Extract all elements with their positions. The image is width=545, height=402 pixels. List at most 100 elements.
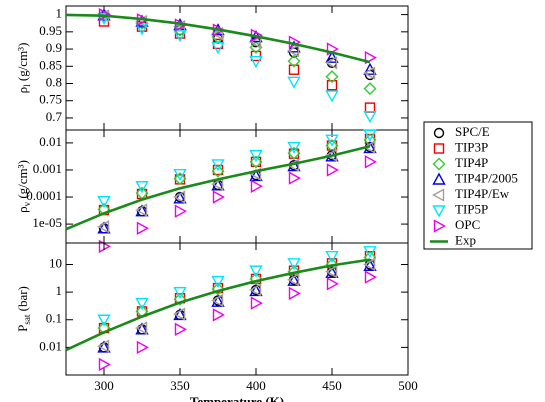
point [249,155,263,169]
point [249,284,263,297]
point [97,340,111,353]
legend-label: TIP3P [455,139,488,154]
legend-label: TIP5P [455,201,488,216]
point [97,339,110,353]
point [135,204,149,217]
y-tick-label: 1 [56,283,63,298]
y-axis-sub: sat [22,314,32,324]
point [173,307,187,321]
point [97,196,111,209]
y-tick-label: 0.01 [39,338,62,353]
point [287,141,301,155]
point [325,134,339,147]
y-axis-title: ρl (g/cm³) [15,43,32,94]
point [326,277,339,291]
point [249,150,263,163]
y-tick-label: 0.0001 [26,188,62,203]
y-axis-symbol: ρ [15,87,30,94]
point [249,265,263,278]
point [287,273,301,286]
point [135,23,149,36]
point [173,30,187,43]
y-tick-label: 0.01 [39,134,62,149]
point [249,35,262,49]
y-axis-unit: (bar) [15,286,30,315]
x-tick-label: 300 [94,378,114,393]
point [211,164,225,178]
point [287,54,301,68]
point [211,293,224,308]
legend-label: OPC [455,217,480,232]
point [135,321,148,335]
point [363,66,376,80]
point [250,156,262,168]
point [287,258,301,271]
point [326,163,339,177]
point [97,220,110,234]
point [287,76,301,89]
point [173,292,187,306]
y-tick-label: 0.8 [46,74,62,89]
y-tick-label: 10 [49,255,62,270]
y-tick-label: 1e-05 [32,215,62,230]
y-tick-label: 0.75 [39,92,62,107]
point [211,275,225,289]
point [211,282,225,296]
point [211,42,225,55]
legend-swatch [432,172,446,185]
point [211,177,224,191]
legend-label: TIP4P [455,155,488,170]
legend-swatch [432,157,446,171]
point [135,181,149,194]
point [364,50,377,65]
point [325,70,339,84]
y-tick-label: 0.9 [46,40,62,55]
y-axis-unit: (g/cm³) [15,43,30,85]
point [174,322,187,337]
y-axis-symbol: P [15,325,30,332]
y-axis-sub: l [22,84,32,87]
point [326,80,338,91]
y-tick-label: 0.95 [39,23,62,38]
point [364,102,376,113]
legend-swatch [433,143,445,154]
point [364,270,377,284]
legend-swatch [433,219,446,233]
point [287,146,301,160]
point [363,257,376,272]
point [250,296,263,310]
point [211,159,225,172]
plot-frame [65,5,409,131]
point [363,246,377,259]
y-tick-label: 1 [56,6,63,21]
point [325,258,339,271]
point [288,171,301,185]
point [363,82,377,96]
point [173,190,186,204]
point [212,23,225,37]
legend-label: TIP4P/2005 [455,170,518,185]
point [173,307,186,321]
point [174,204,187,218]
plot-frame [65,242,409,376]
point [325,265,339,279]
legend-label: TIP4P/Ew [455,186,510,201]
y-tick-label: 0.001 [33,161,62,176]
point [288,286,301,301]
y-tick-label: 0.85 [39,57,62,72]
y-axis-title: Psat (bar) [15,286,32,332]
point [174,18,187,32]
x-tick-label: 500 [398,378,418,393]
point [363,111,377,124]
point [287,158,300,172]
point [325,90,339,103]
point [98,357,111,372]
point [173,286,187,300]
legend-swatch [432,188,445,202]
point [211,26,224,41]
x-tick-label: 400 [246,378,266,393]
point [363,140,376,154]
point [249,40,263,54]
x-axis-title: Temperature (K) [190,394,284,402]
